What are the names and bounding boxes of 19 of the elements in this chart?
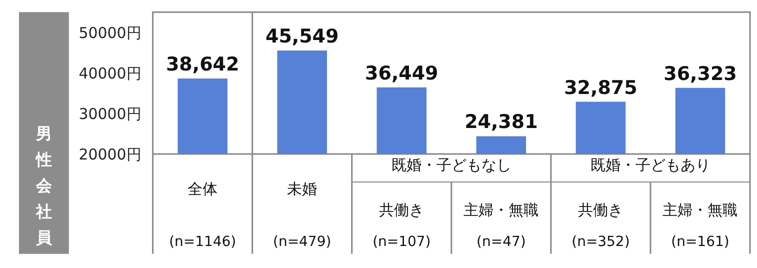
category-label: 共働き (n=352) [572,200,630,250]
data-label: 36,449 [365,62,438,84]
category-label: 主婦・無職 (n=161) [662,200,738,250]
category-label: 主婦・無職 (n=47) [464,200,539,250]
y-tick-label: 50000円 [78,24,142,42]
text: 既婚・子どもなし [391,156,512,174]
data-label: 36,323 [664,62,737,85]
y-axis-title: 男性会社員 [34,124,53,247]
y-tick-label: 40000円 [78,64,142,82]
category-label: 全体 (n=1146) [169,180,236,250]
data-label: 24,381 [464,111,538,134]
data-label: 32,875 [564,76,638,99]
y-tick-label: 20000円 [78,145,142,164]
data-label: 38,642 [166,53,240,76]
category-label: 未婚 (n=479) [273,180,332,250]
y-tick-label: 30000円 [78,104,142,123]
data-label: 45,549 [266,25,339,48]
category-label: 共働き (n=107) [372,200,431,250]
text: 既婚・子どもあり [590,156,710,174]
